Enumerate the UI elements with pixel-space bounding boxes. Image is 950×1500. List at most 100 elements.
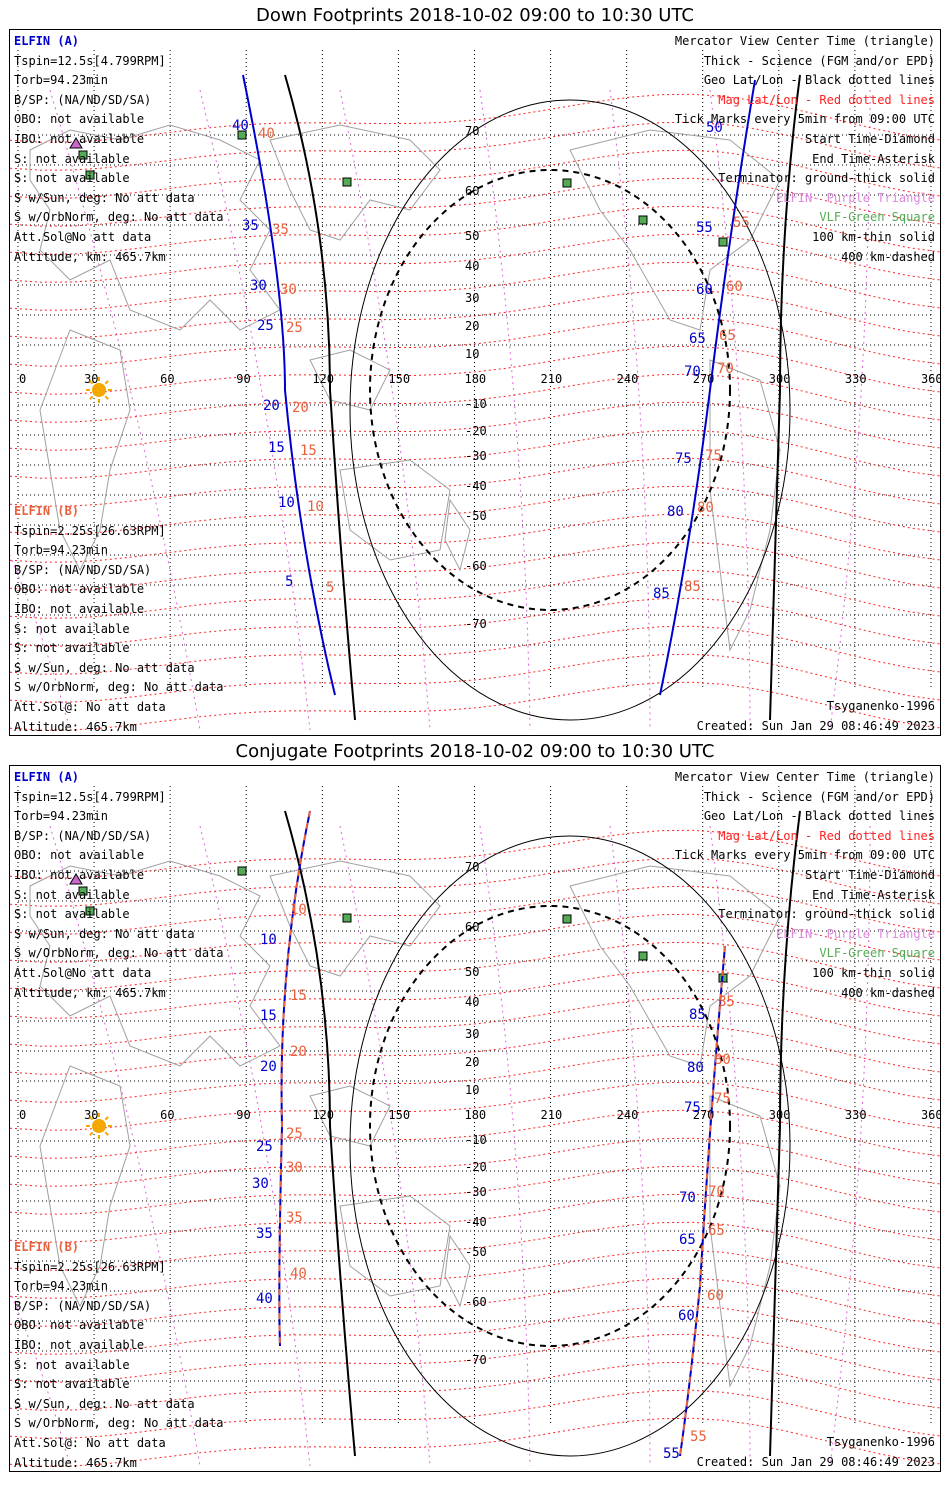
coastline [309,1085,391,1147]
legend-entry: Mercator View Center Time (triangle) [674,34,935,48]
coastline [39,329,131,572]
legend-entry: ELFIN- Purple Triangle [776,926,935,941]
lon-tick-label: 180 [464,1108,486,1122]
lon-tick-label: 300 [769,1108,791,1122]
lat-tick-label: 10 [465,347,479,361]
info-line: OBO: not available [14,848,145,863]
elfin-b-tick-label: 80 [697,500,714,516]
mag-parallel [10,1137,940,1187]
legend-entry: Start Time-Diamond [804,867,935,882]
mag-parallel [10,121,940,171]
legend-entry: Terminator: ground-thick solid [718,171,935,186]
elfin-b-tick-label: 5 [326,580,334,596]
vlf-station-marker [85,170,95,180]
mag-meridian [199,89,311,731]
elfin-a-info: ELFIN (A) Tspin=12.5s[4.799RPM] Torb=94.23… [14,768,224,1003]
map-panel-down-footprints: 0 30 60 90 120 150 180 210 240 270 300 330 360 70 60 50… [9,29,941,736]
mag-parallel [10,429,940,479]
elfin-b-tick-label: 65 [708,1223,725,1239]
vlf-station-marker [237,130,247,140]
coastlines [29,124,781,652]
elfin-position-triangle [69,137,83,149]
elfin-b-tick-label: 20 [290,1044,307,1060]
mag-parallel [10,857,940,907]
legend-entry: 400 km-dashed [841,985,935,1000]
info-line: S: not available [14,1357,130,1372]
legend-entry: VLF-Green Square [819,210,935,225]
map-legend: Mercator View Center Time (triangle) Thic… [675,32,935,267]
lat-tick-label: -30 [465,449,487,463]
elfin-b-tick-label: 25 [286,1126,303,1142]
lat-tick-label: -30 [465,1185,487,1199]
legend-entry: Geo Lat/Lon - Black dotted lines [703,809,935,824]
geo-grid [17,786,934,1426]
elfin-b-tick-label: 60 [726,279,743,295]
info-line: Tspin=2.25s[26.63RPM] [14,1259,166,1274]
panel-title-conjugate: Conjugate Footprints 2018-10-02 09:00 to… [235,741,715,762]
mag-parallel [10,1109,940,1159]
mag-parallel [10,941,940,991]
mag-parallel [10,177,940,227]
legend-entry: 100 km-thin solid [812,965,935,980]
coastline [29,124,281,331]
mag-parallel [10,569,940,619]
model-label: Tsyganenko-1996 [826,699,935,713]
info-line: S w/OrbNorm, deg: No att data [14,1416,224,1431]
lon-tick-label: 30 [84,1108,98,1122]
mag-meridian [199,825,311,1467]
elfin-a-tick-label: 10 [260,932,277,948]
elfin-a-tick-label: 30 [250,278,267,294]
info-line: S w/Sun, deg: No att data [14,660,195,675]
elfin-a-tick-label: 55 [663,1446,680,1462]
mag-meridian [829,825,871,1467]
mag-parallel [10,1333,940,1383]
mag-parallel [10,829,940,879]
legend-entry: Mag Lat/Lon - Red dotted lines [718,92,935,107]
lon-tick-label: 60 [160,372,174,386]
info-line: S w/OrbNorm, deg: No att data [14,946,224,961]
mag-parallel [10,885,940,935]
lon-tick-labels: 0 30 60 90 120 150 180 210 240 270 300 330 360 [19,372,940,386]
lat-tick-label: 70 [465,124,479,138]
lat-tick-label: -60 [465,559,487,573]
coastline [269,124,441,241]
info-line: S: not available [14,1377,130,1392]
mag-parallels [10,93,940,731]
lat-tick-label: -50 [465,1245,487,1259]
lon-tick-labels: 0 30 60 90 120 150 180 210 240 270 300 330 360 [19,1108,940,1122]
mag-parallel [10,625,940,675]
coastline [39,1065,131,1308]
lon-tick-label: 150 [388,1108,410,1122]
elfin-a-tick-label: 65 [689,331,706,347]
elfin-a-tick-label: 75 [675,451,692,467]
lat-tick-labels: 70 60 50 40 30 20 10 -10 -20 -30 -40 -50 -60 -70 [465,860,487,1367]
vlf-station-marker [85,906,95,916]
coastline [269,860,441,977]
info-line: Altitude, km: 465.7km [14,249,166,264]
terminator-400km [369,169,731,611]
elfin-b-tick-label: 10 [307,499,324,515]
map-canvas: 0 30 60 90 120 150 180 210 240 270 300 330 360706050… [10,50,940,731]
mag-parallel [10,205,940,255]
legend-entry: Geo Lat/Lon - Black dotted lines [703,73,935,88]
mag-meridians [10,825,871,1467]
elfin-a-tick-label: 85 [653,586,670,602]
info-line: S: not available [14,171,130,186]
mag-parallel [10,1277,940,1327]
vlf-station-marker [237,866,247,876]
panel-title-down: Down Footprints 2018-10-02 09:00 to 10:3… [256,5,694,26]
info-line: S: not available [14,621,130,636]
info-line: Torb=94.23min [14,809,108,824]
mag-meridian [709,89,751,731]
info-line: OBO: not available [14,112,145,127]
coastline [29,860,281,1067]
mag-parallel [10,289,940,339]
info-line: Altitude: 465.7km [14,1455,137,1470]
lon-tick-label: 60 [160,1108,174,1122]
elfin-b-tick-label: 55 [733,215,750,231]
mag-meridian [609,89,651,731]
mag-parallel [10,1053,940,1103]
lon-tick-label: 120 [312,372,334,386]
lon-tick-label: 240 [617,372,639,386]
mag-parallels [10,829,940,1467]
